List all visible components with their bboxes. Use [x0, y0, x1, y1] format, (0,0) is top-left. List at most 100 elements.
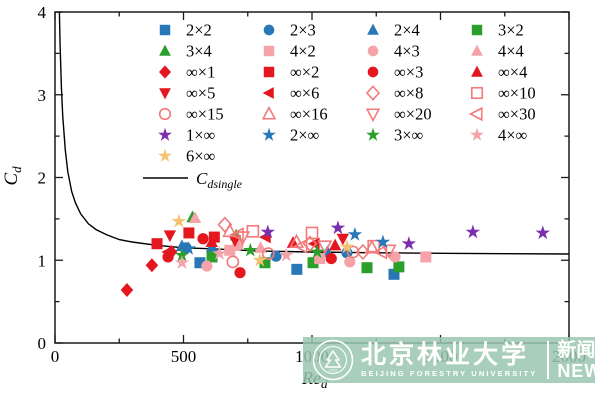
legend-label: 4×3 — [394, 42, 420, 61]
marker-triangle-up — [471, 65, 483, 77]
legend-label: ∞×20 — [394, 105, 432, 124]
series-∞×30 — [229, 227, 388, 260]
marker-triangle-left — [293, 238, 308, 254]
scatter-points — [120, 210, 551, 298]
marker-triangle-up — [261, 105, 277, 120]
marker-square — [206, 251, 218, 263]
marker-star — [470, 127, 484, 141]
marker-circle — [234, 267, 246, 279]
legend-label: ∞×16 — [290, 105, 328, 124]
legend-label: 4×2 — [290, 42, 316, 61]
marker-star — [465, 224, 481, 239]
legend-label: ∞×4 — [498, 63, 527, 82]
marker-star — [243, 242, 258, 257]
legend-label: 3×2 — [498, 21, 524, 40]
marker-square — [471, 24, 483, 36]
series-4×2 — [224, 244, 432, 265]
series-2×2 — [194, 257, 400, 280]
legend-label: 2×3 — [290, 21, 316, 40]
marker-star — [366, 127, 380, 141]
y-tick-label: 0 — [38, 334, 47, 353]
marker-square — [420, 251, 432, 263]
watermark-banner: 1952 北京林业大学 BEIJING FORESTRY UNIVERSITY … — [303, 337, 600, 383]
legend-label: 1×∞ — [186, 126, 215, 145]
legend-label: 3×∞ — [394, 126, 423, 145]
x-tick-label: 0 — [51, 347, 60, 366]
legend: 2×2 2×3 2×4 3×2 3×4 4×2 4×3 4×4 ∞×1 ∞×2 ∞×3 ∞×4 ∞×5 ∞… — [143, 21, 536, 191]
marker-triangle-up — [188, 211, 202, 224]
legend-label: ∞×10 — [498, 84, 536, 103]
marker-square — [470, 86, 484, 100]
marker-circle — [263, 24, 275, 36]
y-tick-label: 3 — [38, 86, 47, 105]
marker-square — [361, 262, 373, 274]
marker-triangle-left — [468, 106, 483, 122]
legend-label: ∞×15 — [186, 105, 224, 124]
marker-star — [260, 224, 276, 239]
y-tick-label: 4 — [38, 3, 47, 22]
marker-triangle-up — [471, 44, 483, 56]
marker-square — [208, 231, 220, 243]
marker-diamond — [217, 216, 233, 233]
marker-star — [262, 127, 276, 141]
marker-square — [194, 257, 206, 269]
marker-circle — [367, 45, 379, 57]
legend-label: ∞×1 — [186, 63, 215, 82]
marker-star — [401, 236, 417, 250]
legend-label: ∞×3 — [394, 63, 423, 82]
marker-square — [151, 238, 163, 250]
marker-triangle-left — [229, 227, 244, 243]
marker-square — [291, 263, 303, 275]
marker-triangle-up — [205, 235, 218, 248]
legend-label: ∞×30 — [498, 105, 536, 124]
legend-label: 2×4 — [394, 21, 420, 40]
marker-triangle-up — [222, 222, 238, 238]
series-4×3 — [201, 239, 401, 272]
marker-star — [158, 127, 172, 141]
marker-star — [279, 247, 294, 262]
marker-star — [212, 246, 227, 260]
marker-square — [314, 253, 326, 265]
marker-star — [171, 213, 187, 228]
marker-circle — [261, 247, 275, 261]
marker-star — [339, 239, 355, 254]
marker-star — [309, 244, 325, 259]
series-3×2 — [206, 251, 405, 274]
marker-star — [158, 148, 172, 162]
marker-square — [224, 244, 236, 256]
marker-circle — [367, 66, 379, 78]
legend-label: 4×∞ — [498, 126, 527, 145]
banner-divider — [547, 341, 550, 379]
marker-circle — [346, 245, 360, 259]
marker-star — [347, 227, 363, 241]
marker-triangle-up — [367, 23, 379, 35]
series-∞×3 — [162, 233, 337, 279]
legend-label: 2×∞ — [290, 126, 319, 145]
marker-circle — [197, 233, 209, 245]
series-6×∞ — [171, 213, 355, 267]
news-label-en: NEWS — [557, 360, 600, 381]
marker-diamond — [365, 85, 381, 101]
legend-label: ∞×8 — [394, 84, 423, 103]
marker-square — [393, 261, 405, 273]
marker-square — [259, 257, 271, 269]
marker-triangle-up — [159, 44, 171, 56]
marker-square — [183, 227, 195, 239]
marker-diamond — [120, 283, 134, 298]
marker-triangle-up — [364, 239, 380, 254]
x-tick-label: 500 — [171, 347, 197, 366]
legend-label: 3×4 — [186, 42, 212, 61]
marker-circle — [270, 250, 282, 262]
marker-star — [330, 220, 346, 235]
marker-triangle-down — [317, 240, 333, 255]
marker-triangle-down — [365, 108, 381, 123]
legend-label: ∞×6 — [290, 84, 319, 103]
y-tick-label: 1 — [38, 251, 47, 270]
marker-star — [174, 247, 190, 262]
legend-label: 2×2 — [186, 21, 212, 40]
marker-circle — [226, 255, 240, 269]
marker-triangle-up — [328, 238, 342, 251]
series-∞×2 — [151, 227, 220, 250]
beijing-forestry-university-logo-icon: 1952 — [312, 339, 354, 381]
